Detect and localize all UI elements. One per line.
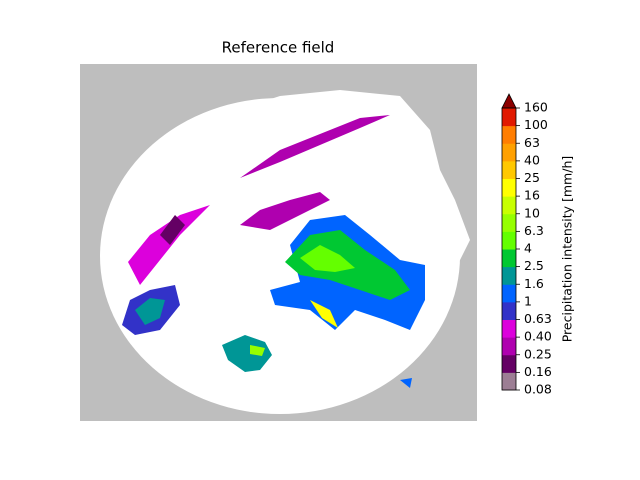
- colorbar-segment: [502, 213, 516, 232]
- colorbar-segment: [502, 196, 516, 215]
- colorbar-segment: [502, 319, 516, 338]
- colorbar-segment: [502, 108, 516, 127]
- colorbar-tick-label: 4: [524, 241, 532, 256]
- colorbar-tick-label: 100: [524, 117, 548, 132]
- map: [80, 64, 477, 421]
- radar-coverage: [205, 90, 470, 310]
- colorbar-segment: [502, 143, 516, 162]
- colorbar-segment: [502, 266, 516, 285]
- colorbar-tick-label: 6.3: [524, 223, 544, 238]
- colorbar-tick-label: 40: [524, 152, 540, 167]
- colorbar-segment: [502, 354, 516, 373]
- colorbar-extend: [501, 93, 517, 109]
- colorbar-segment: [502, 160, 516, 179]
- colorbar-tick-label: 16: [524, 188, 540, 203]
- colorbar-tick-label: 25: [524, 170, 540, 185]
- chart-title: Reference field: [222, 39, 335, 57]
- colorbar-segment: [502, 284, 516, 303]
- colorbar-segment: [502, 249, 516, 268]
- colorbar-tick-label: 0.16: [524, 364, 552, 379]
- colorbar-tick-label: 0.25: [524, 346, 552, 361]
- colorbar-segment: [502, 178, 516, 197]
- colorbar-tick-label: 0.63: [524, 311, 552, 326]
- colorbar-tick-label: 160: [524, 100, 548, 115]
- colorbar-tick-label: 1.6: [524, 276, 544, 291]
- colorbar-segment: [502, 372, 516, 391]
- colorbar-segment: [502, 231, 516, 250]
- colorbar-segment: [502, 125, 516, 144]
- colorbar-tick-label: 1: [524, 293, 532, 308]
- colorbar-segment: [502, 301, 516, 320]
- colorbar-segment: [502, 337, 516, 356]
- colorbar-tick-label: 63: [524, 135, 540, 150]
- precipitation: [122, 115, 425, 388]
- colorbar-tick-label: 2.5: [524, 258, 544, 273]
- colorbar-label: Precipitation intensity [mm/h]: [560, 156, 575, 343]
- colorbar-tick-label: 0.08: [524, 382, 552, 397]
- colorbar-tick-label: 10: [524, 205, 540, 220]
- colorbar-tick-label: 0.40: [524, 329, 552, 344]
